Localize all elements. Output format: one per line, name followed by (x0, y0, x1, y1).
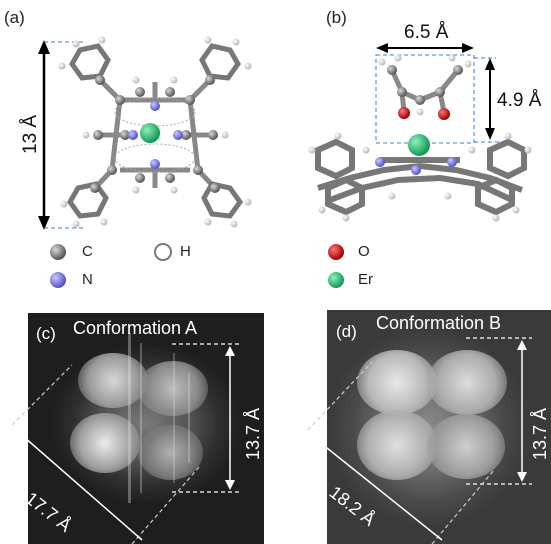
panel-a-label: (a) (4, 8, 25, 27)
panel-b-width-label: 6.5 Å (404, 22, 449, 43)
porphyrin-side-view (308, 132, 532, 222)
panel-b-label: (b) (326, 8, 347, 27)
legend-symbols (50, 243, 344, 288)
legend-er-label: Er (358, 271, 373, 288)
legend-o-label: O (358, 243, 370, 260)
legend-c-label: C (82, 243, 93, 260)
panel-d-label: (d) (336, 322, 357, 341)
panel-d-height-label: 13.7 Å (530, 407, 550, 460)
panel-c-title: Conformation A (73, 318, 198, 338)
panel-b-dimensions (375, 43, 500, 144)
panel-a-dimension (38, 40, 84, 230)
panel-c-label: (c) (36, 324, 56, 343)
panel-c-height-label: 13.7 Å (243, 407, 263, 460)
panel-b-height-label: 4.9 Å (497, 90, 542, 111)
legend-h-label: H (180, 243, 191, 260)
porphyrin-top-view (58, 36, 252, 228)
legend-n-label: N (82, 271, 93, 288)
acac-ligand (378, 54, 472, 156)
panel-d-title: Conformation B (376, 313, 502, 333)
stm-image-c (28, 313, 264, 544)
stm-image-d (327, 310, 551, 544)
